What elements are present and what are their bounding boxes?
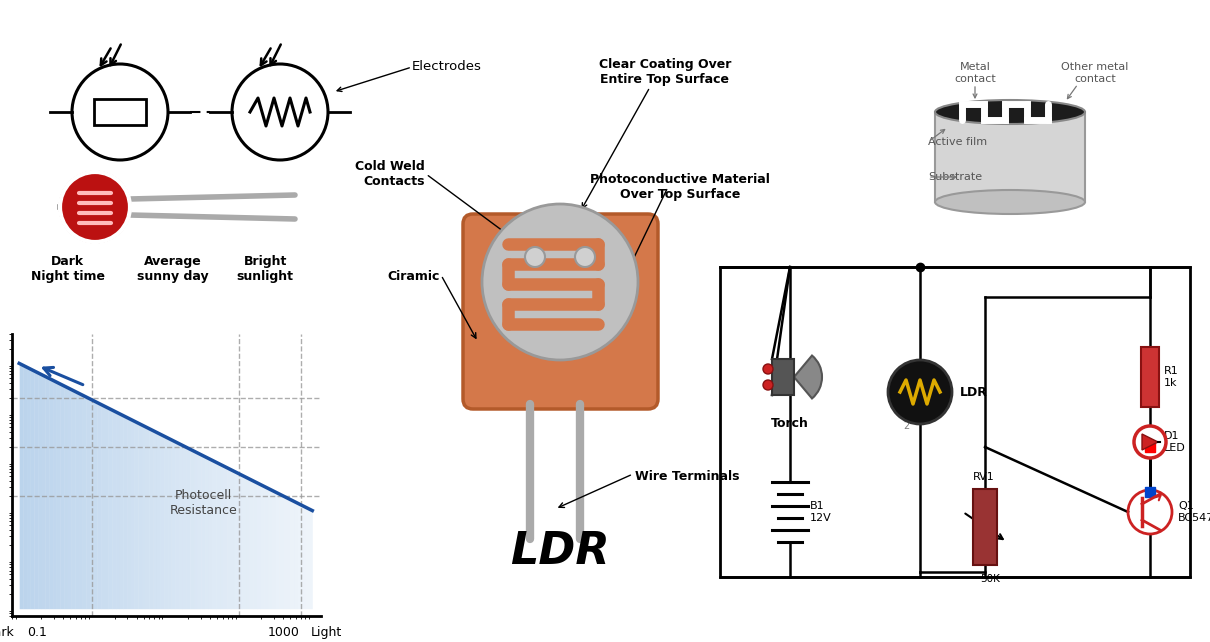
Text: Photoconductive Material
Over Top Surface: Photoconductive Material Over Top Surfac… — [590, 173, 770, 201]
Text: Photocell
Resistance: Photocell Resistance — [169, 489, 237, 517]
Text: Light: Light — [311, 626, 342, 639]
Circle shape — [482, 204, 638, 360]
Text: 2: 2 — [904, 421, 910, 431]
Bar — [973, 489, 997, 565]
Text: 1000: 1000 — [267, 626, 300, 639]
Text: Other metal
contact: Other metal contact — [1061, 62, 1129, 84]
Text: Ciramic: Ciramic — [387, 270, 440, 284]
Ellipse shape — [935, 190, 1085, 214]
Text: Torch: Torch — [771, 417, 809, 430]
Circle shape — [764, 380, 773, 390]
Circle shape — [60, 172, 129, 242]
Text: Electrodes: Electrodes — [411, 60, 482, 73]
Text: Cold Weld
Contacts: Cold Weld Contacts — [356, 160, 425, 188]
Ellipse shape — [935, 100, 1085, 124]
Text: Bright
sunlight: Bright sunlight — [237, 255, 294, 282]
Bar — [720, 267, 1189, 577]
Text: 50K: 50K — [980, 574, 999, 584]
Wedge shape — [794, 356, 822, 399]
Text: LDR: LDR — [960, 385, 987, 399]
FancyBboxPatch shape — [463, 214, 658, 409]
Circle shape — [764, 364, 773, 374]
Circle shape — [525, 247, 544, 267]
Text: RV1: RV1 — [973, 472, 995, 482]
Polygon shape — [1142, 434, 1158, 450]
Text: Clear Coating Over
Entire Top Surface: Clear Coating Over Entire Top Surface — [599, 58, 731, 86]
Circle shape — [575, 247, 595, 267]
Bar — [772, 359, 794, 395]
Text: D1
LED: D1 LED — [1164, 431, 1186, 453]
Text: Dark: Dark — [0, 626, 15, 639]
Text: LDR: LDR — [511, 530, 610, 573]
Bar — [935, 112, 1085, 202]
Text: B1
12V: B1 12V — [809, 501, 831, 523]
Circle shape — [888, 360, 952, 424]
Text: Metal
contact: Metal contact — [955, 62, 996, 84]
Text: Substrate: Substrate — [928, 172, 983, 182]
Bar — [94, 99, 146, 125]
Text: Average
sunny day: Average sunny day — [137, 255, 208, 282]
Text: R1
1k: R1 1k — [1164, 366, 1179, 388]
Bar — [1141, 347, 1159, 407]
Text: Q1
BC547: Q1 BC547 — [1179, 501, 1210, 523]
Text: Active film: Active film — [928, 137, 987, 147]
Text: 0.1: 0.1 — [27, 626, 47, 639]
Circle shape — [1134, 426, 1166, 458]
Text: Dark
Night time: Dark Night time — [30, 255, 104, 282]
Text: Wire Terminals: Wire Terminals — [635, 471, 739, 483]
